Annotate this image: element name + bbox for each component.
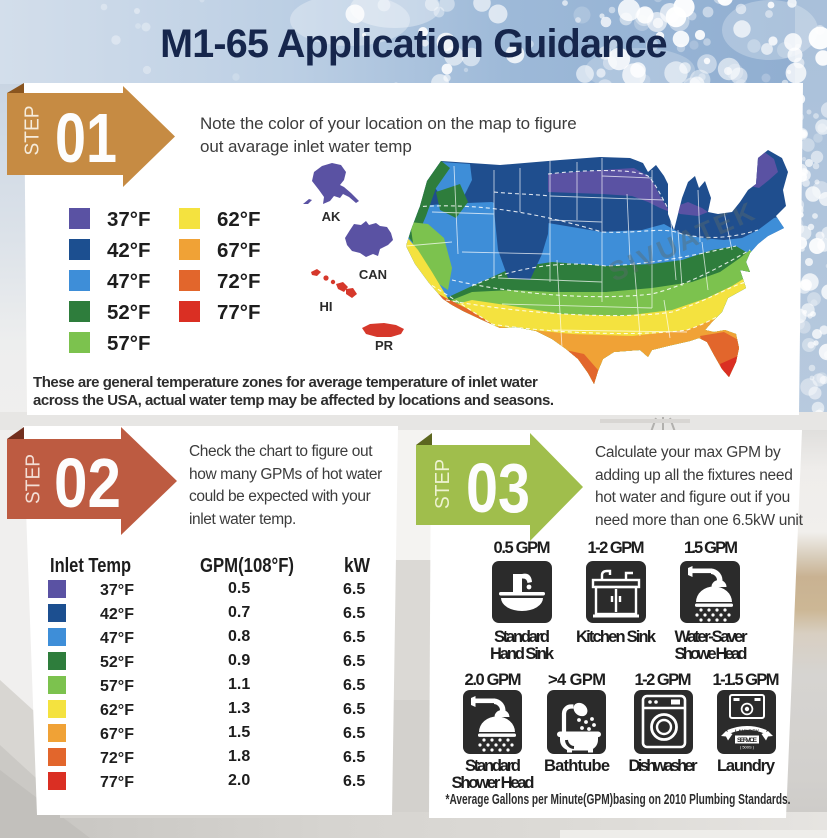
svg-text:42°F: 42°F xyxy=(100,606,134,623)
svg-text:52°F: 52°F xyxy=(100,654,134,671)
svg-text:1.8: 1.8 xyxy=(228,748,250,765)
svg-text:6.5: 6.5 xyxy=(343,677,365,694)
svg-text:HI: HI xyxy=(320,299,333,314)
svg-text:STEP: STEP xyxy=(22,106,44,156)
svg-text:67°F: 67°F xyxy=(217,239,261,262)
svg-text:57°F: 57°F xyxy=(100,678,134,695)
svg-text:Inlet Temp: Inlet Temp xyxy=(50,555,131,577)
svg-text:72°F: 72°F xyxy=(100,750,134,767)
svg-text:72°F: 72°F xyxy=(217,270,261,293)
svg-text:Standard: Standard xyxy=(465,757,521,775)
svg-text:6.5: 6.5 xyxy=(343,605,365,622)
svg-text:PR: PR xyxy=(375,338,394,353)
svg-text:0.5 GPM: 0.5 GPM xyxy=(494,539,551,557)
svg-text:77°F: 77°F xyxy=(217,301,261,324)
svg-text:6.5: 6.5 xyxy=(343,701,365,718)
svg-text:6.5: 6.5 xyxy=(343,581,365,598)
svg-text:6.5: 6.5 xyxy=(343,773,365,790)
svg-text:0.7: 0.7 xyxy=(228,604,250,621)
svg-text:GPM(108°F): GPM(108°F) xyxy=(200,555,294,577)
svg-text:62°F: 62°F xyxy=(217,208,261,231)
svg-text:Bathtube: Bathtube xyxy=(544,757,610,775)
svg-text:1-1.5 GPM: 1-1.5 GPM xyxy=(713,671,780,689)
svg-text:Water-Saver: Water-Saver xyxy=(675,628,749,646)
svg-text:01: 01 xyxy=(55,99,117,177)
svg-text:1-2 GPM: 1-2 GPM xyxy=(635,671,692,689)
svg-text:37°F: 37°F xyxy=(107,208,151,231)
svg-text:kW: kW xyxy=(344,555,370,577)
svg-text:Hand Sink: Hand Sink xyxy=(490,645,555,663)
svg-text:>4 GPM: >4 GPM xyxy=(548,671,606,689)
svg-text:Standard: Standard xyxy=(494,628,550,646)
svg-text:1.1: 1.1 xyxy=(228,676,250,693)
svg-text:0.9: 0.9 xyxy=(228,652,250,669)
svg-text:52°F: 52°F xyxy=(107,301,151,324)
svg-text:*Average Gallons per Minute(GP: *Average Gallons per Minute(GPM)basing o… xyxy=(446,791,791,808)
svg-text:2.0: 2.0 xyxy=(228,772,250,789)
svg-text:03: 03 xyxy=(466,449,530,527)
svg-text:62°F: 62°F xyxy=(100,702,134,719)
svg-text:02: 02 xyxy=(54,444,121,522)
svg-text:2.0 GPM: 2.0 GPM xyxy=(465,671,522,689)
svg-text:37°F: 37°F xyxy=(100,582,134,599)
svg-text:1-2 GPM: 1-2 GPM xyxy=(588,539,645,557)
svg-text:AK: AK xyxy=(322,209,341,224)
svg-text:1.3: 1.3 xyxy=(228,700,250,717)
svg-text:Shower Head: Shower Head xyxy=(452,774,535,792)
svg-text:CAN: CAN xyxy=(359,267,387,282)
svg-text:6.5: 6.5 xyxy=(343,629,365,646)
svg-text:42°F: 42°F xyxy=(107,239,151,262)
svg-text:1.5 GPM: 1.5 GPM xyxy=(684,539,738,557)
svg-text:0.5: 0.5 xyxy=(228,580,250,597)
svg-text:57°F: 57°F xyxy=(107,332,151,355)
svg-text:1.5: 1.5 xyxy=(228,724,250,741)
svg-text:77°F: 77°F xyxy=(100,774,134,791)
svg-text:47°F: 47°F xyxy=(107,270,151,293)
svg-text:0.8: 0.8 xyxy=(228,628,250,645)
svg-text:Showe Head: Showe Head xyxy=(675,645,748,663)
svg-text:6.5: 6.5 xyxy=(343,653,365,670)
svg-text:STEP: STEP xyxy=(23,454,45,504)
svg-text:67°F: 67°F xyxy=(100,726,134,743)
svg-text:STEP: STEP xyxy=(432,459,454,509)
svg-text:47°F: 47°F xyxy=(100,630,134,647)
svg-text:Dishwasher: Dishwasher xyxy=(629,757,699,775)
svg-text:6.5: 6.5 xyxy=(343,749,365,766)
svg-text:Kitchen Sink: Kitchen Sink xyxy=(576,628,657,646)
svg-text:Laundry: Laundry xyxy=(717,757,776,775)
svg-text:6.5: 6.5 xyxy=(343,725,365,742)
